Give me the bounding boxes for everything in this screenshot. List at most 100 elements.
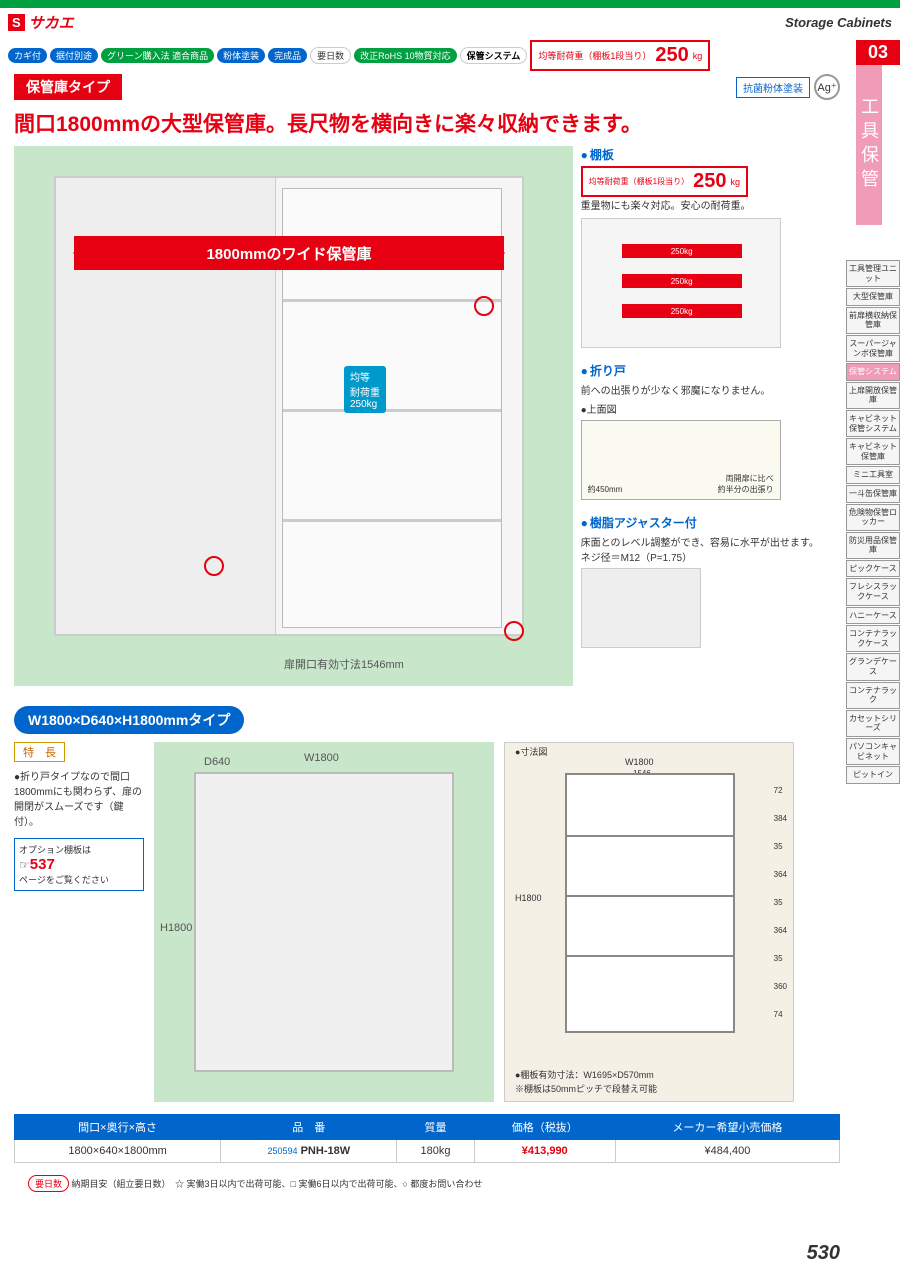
badge: カギ付 bbox=[8, 48, 47, 63]
sidenav-item[interactable]: グランデケース bbox=[846, 653, 900, 680]
dim-h: H1800 bbox=[160, 922, 192, 934]
info-shelf-text: 重量物にも楽々対応。安心の耐荷重。 bbox=[581, 197, 840, 212]
cell-dims: 1800×640×1800mm bbox=[15, 1140, 221, 1163]
side-tab: 03 工具保管 bbox=[856, 40, 900, 225]
callout-circle bbox=[204, 556, 224, 576]
sidenav-item[interactable]: ハニーケース bbox=[846, 607, 900, 625]
code-prefix: 250594 bbox=[267, 1146, 297, 1156]
dimension-diagram: ●寸法図 W1800 1546 H1800 723843536435364353… bbox=[504, 742, 794, 1102]
top-view-label: ●上面図 bbox=[581, 401, 840, 416]
sidenav-item[interactable]: 上扉開放保管庫 bbox=[846, 382, 900, 409]
brand-logo: S サカエ bbox=[8, 12, 74, 33]
dim-note1: ●棚板有効寸法：W1695×D570mm bbox=[515, 1068, 654, 1081]
section-title: 工具保管 bbox=[856, 65, 882, 225]
shelf-load-label: 均等 耐荷重 250kg bbox=[344, 366, 386, 413]
sidenav-item[interactable]: 防災用品保管庫 bbox=[846, 532, 900, 559]
info-adjuster-text: 床面とのレベル調整ができ、容易に水平が出せます。 bbox=[581, 534, 840, 549]
sidenav-item[interactable]: キャビネット保管庫 bbox=[846, 438, 900, 465]
sidenav-item[interactable]: スーパージャンボ保管庫 bbox=[846, 335, 900, 362]
side-nav: 工具管理ユニット大型保管庫前扉横収納保管庫スーパージャンボ保管庫保管システム上扉… bbox=[846, 260, 900, 785]
sidenav-item[interactable]: カセットシリーズ bbox=[846, 710, 900, 737]
load-arrow: 250kg bbox=[622, 304, 742, 318]
cell-mass: 180kg bbox=[397, 1140, 474, 1163]
dim-d: D640 bbox=[204, 756, 230, 768]
logo-mark: S bbox=[8, 14, 25, 31]
product-code: PNH-18W bbox=[301, 1145, 351, 1157]
sidenav-item[interactable]: ピックケース bbox=[846, 560, 900, 578]
isometric-view: W1800 D640 H1800 bbox=[154, 742, 494, 1102]
dim-w: W1800 bbox=[304, 752, 339, 764]
info-door-text: 前への出張りが少なく邪魔になりません。 bbox=[581, 382, 840, 397]
unit: kg bbox=[730, 177, 740, 187]
info-door-title: 折り戸 bbox=[581, 362, 840, 379]
badge: 据付別途 bbox=[50, 48, 98, 63]
table-header: 間口×奥行×高さ bbox=[15, 1115, 221, 1140]
sidenav-item[interactable]: 前扉横収納保管庫 bbox=[846, 307, 900, 334]
sidenav-item[interactable]: 大型保管庫 bbox=[846, 288, 900, 306]
mini-cabinet-illustration: 250kg 250kg 250kg bbox=[581, 218, 781, 348]
width-arrow: 1800mmのワイド保管庫 bbox=[74, 236, 504, 270]
badge: グリーン購入法 適合商品 bbox=[101, 48, 214, 63]
section2-header: W1800×D640×H1800mmタイプ bbox=[14, 706, 244, 734]
ag-symbol: Ag⁺ bbox=[814, 74, 840, 100]
badge: 保管システム bbox=[460, 47, 528, 64]
footer-text: 納期目安（組立要日数） ☆ 実働3日以内で出荷可能、□ 実働6日以内で出荷可能、… bbox=[72, 1179, 483, 1189]
option-note: ページをご覧ください bbox=[19, 873, 139, 886]
cell-code: 250594 PNH-18W bbox=[221, 1140, 397, 1163]
load-label: 均等耐荷重（棚板1段当り） bbox=[538, 49, 651, 62]
load-value: 250 bbox=[655, 44, 688, 67]
page-number: 530 bbox=[807, 1242, 840, 1265]
badge: 粉体塗装 bbox=[217, 48, 265, 63]
sidenav-item[interactable]: 一斗缶保管庫 bbox=[846, 485, 900, 503]
door-note: 両開扉に比べ 約半分の出張り bbox=[718, 473, 774, 495]
footer-badge: 要日数 bbox=[28, 1175, 69, 1192]
badge: 改正RoHS 10物質対応 bbox=[354, 48, 457, 63]
logo-text: サカエ bbox=[29, 12, 74, 33]
page-subtitle: Storage Cabinets bbox=[785, 15, 892, 30]
table-header: メーカー希望小売価格 bbox=[615, 1115, 839, 1140]
dim-note2: ※棚板は50mmピッチで段替え可能 bbox=[515, 1082, 657, 1095]
info-adjuster-spec: ネジ径＝M12（P=1.75） bbox=[581, 549, 840, 564]
adjuster-illustration bbox=[581, 568, 701, 648]
load-arrow: 250kg bbox=[622, 274, 742, 288]
ag-badges: 抗菌粉体塗装 Ag⁺ bbox=[736, 74, 840, 100]
section-number: 03 bbox=[856, 40, 900, 65]
headline: 間口1800mmの大型保管庫。長尺物を横向きに楽々収納できます。 bbox=[14, 108, 840, 138]
option-page: 537 bbox=[30, 856, 55, 873]
badge: 要日数 bbox=[310, 47, 351, 64]
sidenav-item[interactable]: ミニ工具室 bbox=[846, 466, 900, 484]
sidenav-item[interactable]: コンテナラック bbox=[846, 682, 900, 709]
dim-w: W1800 bbox=[625, 757, 654, 767]
dim-title: ●寸法図 bbox=[515, 745, 547, 758]
door-dim: 約450mm bbox=[588, 484, 623, 495]
info-column: 棚板 均等耐荷重（棚板1段当り） 250 kg 重量物にも楽々対応。安心の耐荷重… bbox=[581, 146, 840, 686]
label: 均等耐荷重（棚板1段当り） bbox=[589, 176, 689, 187]
option-reference: オプション棚板は ☞537 ページをご覧ください bbox=[14, 838, 144, 891]
sidenav-item[interactable]: フレシスラックケース bbox=[846, 578, 900, 605]
sidenav-item[interactable]: パソコンキャビネット bbox=[846, 738, 900, 765]
dim-h: H1800 bbox=[515, 893, 542, 903]
info-adjuster-title: 樹脂アジャスター付 bbox=[581, 514, 840, 531]
callout-circle bbox=[504, 621, 524, 641]
sidenav-item[interactable]: 危険物保管ロッカー bbox=[846, 504, 900, 531]
sidenav-item[interactable]: コンテナラックケース bbox=[846, 625, 900, 652]
shelf-load-box: 均等耐荷重（棚板1段当り） 250 kg bbox=[581, 166, 748, 197]
type-badge: 保管庫タイプ bbox=[14, 74, 122, 100]
cell-msrp: ¥484,400 bbox=[615, 1140, 839, 1163]
sidenav-item[interactable]: 工具管理ユニット bbox=[846, 260, 900, 287]
load-unit: kg bbox=[693, 51, 703, 61]
sidenav-item[interactable]: 保管システム bbox=[846, 363, 900, 381]
callout-circle bbox=[474, 296, 494, 316]
top-view-diagram: 約450mm 両開扉に比べ 約半分の出張り bbox=[581, 420, 781, 500]
spec-table: 間口×奥行×高さ品 番質量価格（税抜）メーカー希望小売価格 1800×640×1… bbox=[14, 1114, 840, 1163]
footer: 要日数 納期目安（組立要日数） ☆ 実働3日以内で出荷可能、□ 実働6日以内で出… bbox=[14, 1171, 840, 1196]
table-header: 質量 bbox=[397, 1115, 474, 1140]
features-text: ●折り戸タイプなので間口1800mmにも関わらず、扉の開閉がスムーズです（鍵付）… bbox=[14, 768, 144, 828]
load-arrow: 250kg bbox=[622, 244, 742, 258]
table-header: 品 番 bbox=[221, 1115, 397, 1140]
info-shelf-title: 棚板 bbox=[581, 146, 840, 163]
badge: 完成品 bbox=[268, 48, 307, 63]
option-label: オプション棚板は bbox=[19, 843, 139, 856]
sidenav-item[interactable]: キャビネット保管システム bbox=[846, 410, 900, 437]
sidenav-item[interactable]: ピットイン bbox=[846, 766, 900, 784]
